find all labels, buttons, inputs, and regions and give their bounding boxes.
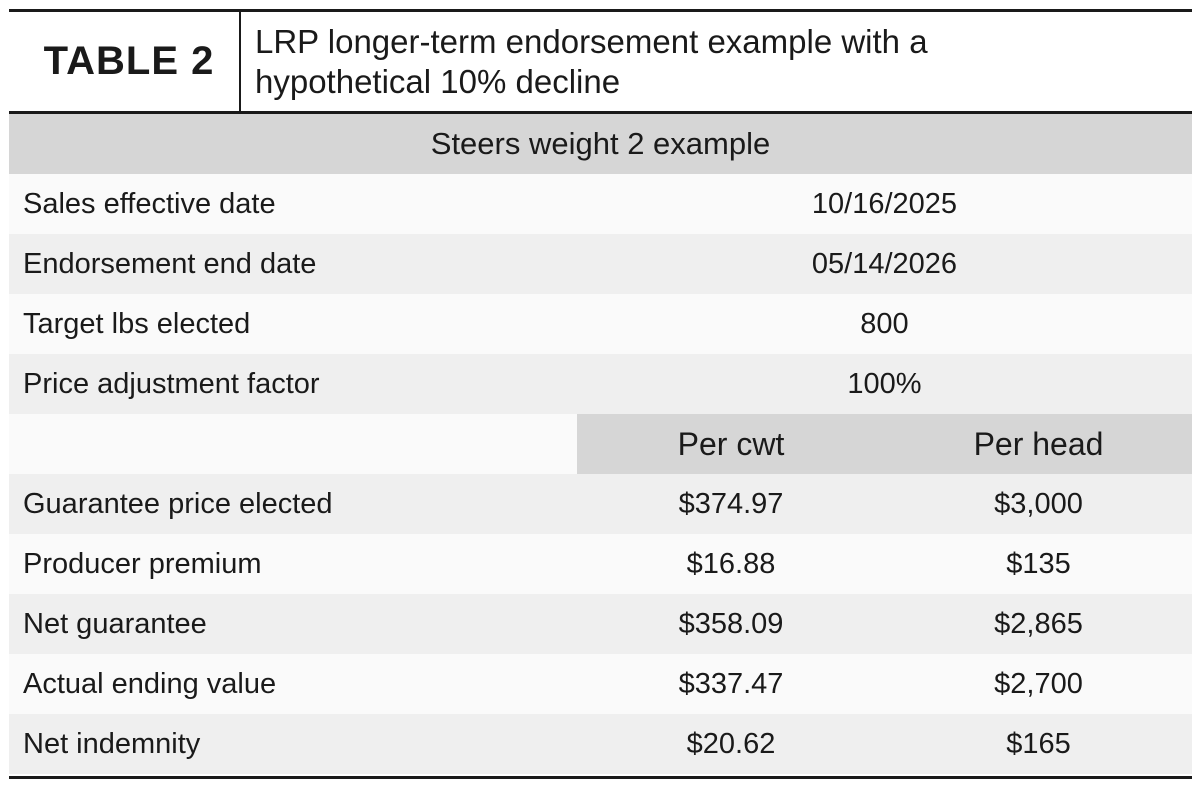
- bottom-rule: [9, 776, 1192, 779]
- per-head-value: $2,700: [994, 667, 1083, 700]
- table-body: Steers weight 2 example Sales effective …: [9, 114, 1192, 774]
- row-label: Target lbs elected: [23, 307, 251, 340]
- column-header-per-cwt: Per cwt: [577, 414, 885, 474]
- table-row: Endorsement end date 05/14/2026: [9, 234, 1192, 294]
- row-label: Endorsement end date: [23, 247, 317, 280]
- per-cwt-value: $337.47: [678, 667, 784, 700]
- column-header-per-head: Per head: [885, 414, 1192, 474]
- table-number: TABLE 2: [9, 12, 241, 111]
- per-head-value: $165: [1006, 727, 1071, 760]
- column-header-row: Per cwt Per head: [9, 414, 1192, 474]
- header-rule: [9, 111, 1192, 114]
- row-value: 10/16/2025: [811, 187, 958, 220]
- row-value: 05/14/2026: [811, 247, 958, 280]
- per-cwt-value: $16.88: [686, 547, 776, 580]
- table-row: Sales effective date 10/16/2025: [9, 174, 1192, 234]
- per-cwt-value: $374.97: [678, 487, 784, 520]
- row-label: Sales effective date: [23, 187, 276, 220]
- table-row: Producer premium $16.88 $135: [9, 534, 1192, 594]
- table-row: Actual ending value $337.47 $2,700: [9, 654, 1192, 714]
- section-title: Steers weight 2 example: [430, 126, 771, 161]
- per-cwt-value: $358.09: [678, 607, 784, 640]
- per-head-value: $2,865: [994, 607, 1083, 640]
- section-title-row: Steers weight 2 example: [9, 114, 1192, 174]
- per-cwt-value: $20.62: [686, 727, 776, 760]
- per-head-value: $3,000: [994, 487, 1083, 520]
- table-row: Net guarantee $358.09 $2,865: [9, 594, 1192, 654]
- row-value: 100%: [847, 367, 922, 400]
- row-label: Guarantee price elected: [23, 487, 333, 520]
- table-row: Net indemnity $20.62 $165: [9, 714, 1192, 774]
- table-container: TABLE 2 LRP longer-term endorsement exam…: [9, 9, 1192, 779]
- row-label: Net guarantee: [23, 607, 207, 640]
- per-head-value: $135: [1006, 547, 1071, 580]
- row-value: 800: [860, 307, 909, 340]
- row-label: Producer premium: [23, 547, 262, 580]
- table-row: Price adjustment factor 100%: [9, 354, 1192, 414]
- column-header-spacer: [9, 414, 577, 474]
- row-label: Actual ending value: [23, 667, 277, 700]
- row-label: Net indemnity: [23, 727, 201, 760]
- table-header: TABLE 2 LRP longer-term endorsement exam…: [9, 12, 1192, 111]
- table-row: Target lbs elected 800: [9, 294, 1192, 354]
- top-rule: [9, 9, 1192, 12]
- table-title: LRP longer-term endorsement example with…: [255, 22, 928, 100]
- table-row: Guarantee price elected $374.97 $3,000: [9, 474, 1192, 534]
- row-label: Price adjustment factor: [23, 367, 320, 400]
